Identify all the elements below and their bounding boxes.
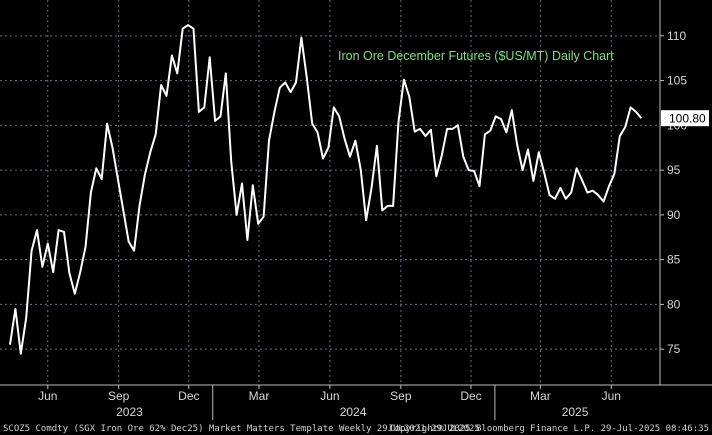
- year-labels: 2023 2024 2025: [116, 385, 589, 420]
- x-tick-label: Sep: [390, 389, 412, 403]
- year-label: 2024: [340, 405, 367, 419]
- gridlines: [0, 0, 660, 385]
- price-series-line: [9, 24, 643, 355]
- x-tick-label: Jun: [38, 389, 57, 403]
- y-tick-label: 95: [667, 163, 681, 177]
- x-tick-label: Dec: [460, 389, 481, 403]
- x-tick-label: Jun: [320, 389, 339, 403]
- chart-title: Iron Ore December Futures ($US/MT) Daily…: [338, 49, 614, 63]
- y-tick-label: 85: [667, 253, 681, 267]
- footer-left-text: SCOZ5 Comdty (SGX Iron Ore 62% Dec25) Ma…: [3, 424, 480, 434]
- x-tick-label: Dec: [178, 389, 199, 403]
- last-value-text: 100.80: [669, 112, 706, 126]
- y-tick-label: 80: [667, 297, 681, 311]
- last-value-box: [661, 110, 709, 127]
- footer-right-text: Copyright® 2025 Bloomberg Finance L.P. 2…: [389, 424, 709, 434]
- x-tick-label: Mar: [249, 389, 270, 403]
- last-value-label: 100.80: [661, 110, 709, 127]
- x-tick-label: Mar: [530, 389, 551, 403]
- y-tick-label: 105: [667, 74, 687, 88]
- y-tick-label: 90: [667, 208, 681, 222]
- x-axis-ticks: Jun Sep Dec Mar Jun Sep Dec Mar Jun: [38, 385, 621, 403]
- x-tick-label: Sep: [108, 389, 130, 403]
- year-label: 2023: [116, 405, 143, 419]
- y-tick-label: 110: [667, 29, 686, 43]
- year-label: 2025: [562, 405, 589, 419]
- y-tick-label: 75: [667, 342, 681, 356]
- x-tick-label: Jun: [602, 389, 621, 403]
